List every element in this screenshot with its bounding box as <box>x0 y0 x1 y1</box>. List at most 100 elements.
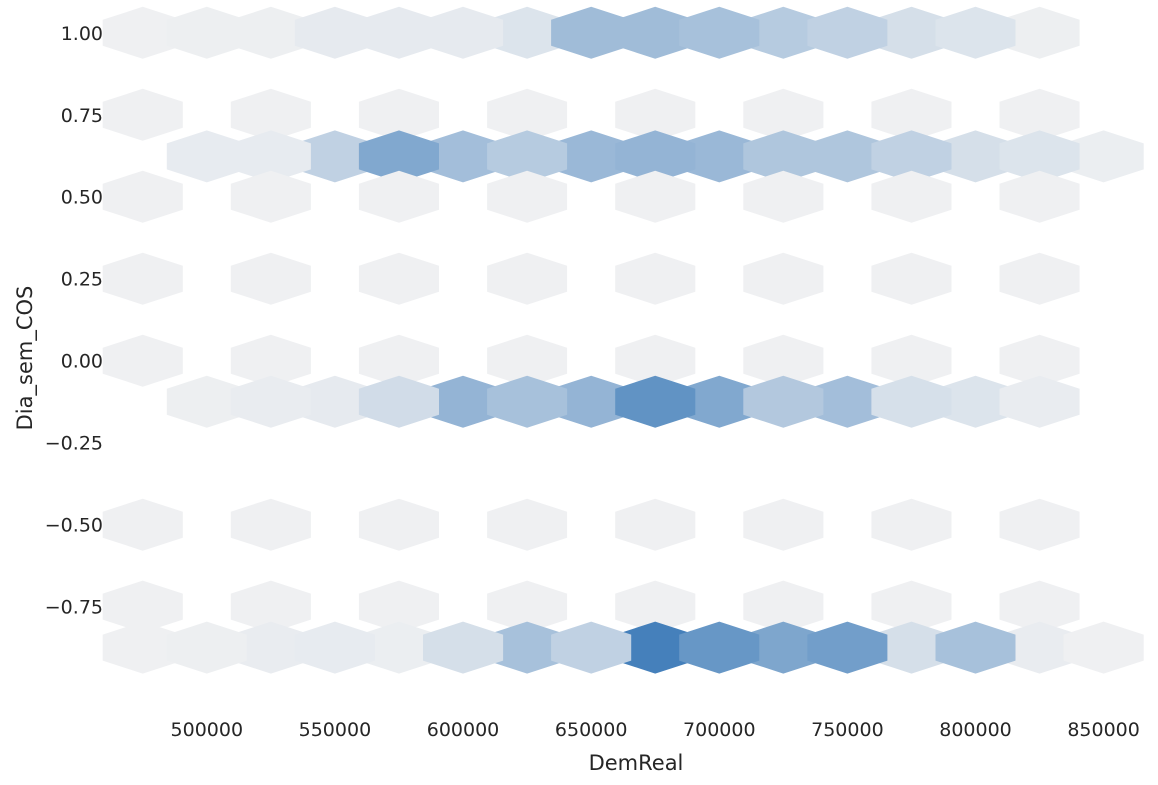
hexbin-cell <box>487 170 568 223</box>
hexbin-cell <box>230 621 311 674</box>
hexbin-cell <box>487 621 568 674</box>
hexbin-cell <box>230 6 311 59</box>
hexbin-cell <box>615 375 696 428</box>
hexbin-cell <box>871 621 952 674</box>
hexbin-cell <box>1063 130 1144 183</box>
hexbin-cell <box>743 252 824 305</box>
hexbin-cell <box>679 6 760 59</box>
y-tick-label: 0.75 <box>61 105 103 127</box>
hexbin-cell <box>487 252 568 305</box>
hexbin-cell <box>358 88 439 141</box>
hexbin-cell <box>615 580 696 633</box>
x-tick-label: 600000 <box>427 719 500 741</box>
hexbin-cell <box>935 375 1016 428</box>
x-axis-label: DemReal <box>589 751 684 775</box>
hexbin-cell <box>743 130 824 183</box>
hexbin-cell <box>871 130 952 183</box>
hexbin-cell <box>294 130 375 183</box>
hexbin-cell <box>102 6 183 59</box>
x-tick-label: 650000 <box>555 719 628 741</box>
hexbin-cell <box>871 580 952 633</box>
y-tick-label: −0.25 <box>45 433 103 455</box>
hexbin-cell <box>294 621 375 674</box>
hexbin-cell <box>166 621 247 674</box>
hexbin-cell <box>999 130 1080 183</box>
hexbin-cell <box>935 6 1016 59</box>
hexbin-cell <box>999 252 1080 305</box>
hexbin-cell <box>487 6 568 59</box>
hexbin-cell <box>358 580 439 633</box>
hexbin-cell <box>615 170 696 223</box>
hexbin-cell <box>358 498 439 551</box>
hexbin-cell <box>230 170 311 223</box>
hexbin-cell <box>230 130 311 183</box>
hexbin-cell <box>102 621 183 674</box>
hexbin-cell <box>615 498 696 551</box>
hexbin-cell <box>615 88 696 141</box>
hexbin-cell <box>230 334 311 387</box>
hexbin-cell <box>358 170 439 223</box>
hexbin-cell <box>999 375 1080 428</box>
x-tick-label: 550000 <box>299 719 372 741</box>
hexbin-cell <box>423 375 504 428</box>
x-tick-label: 700000 <box>683 719 756 741</box>
hexbin-cell <box>743 334 824 387</box>
hexbin-cell <box>358 252 439 305</box>
x-tick-label: 500000 <box>171 719 244 741</box>
x-tick-label: 850000 <box>1067 719 1140 741</box>
hexbin-cell <box>423 130 504 183</box>
hexbin-cell <box>230 88 311 141</box>
y-tick-label: 0.50 <box>61 187 103 209</box>
hexbin-cell <box>487 498 568 551</box>
hexbin-cell <box>743 6 824 59</box>
hexbin-cell <box>999 580 1080 633</box>
hexbin-cell <box>487 375 568 428</box>
hexbin-cell <box>487 130 568 183</box>
hexbin-cells <box>102 6 1144 674</box>
hexbin-cell <box>230 252 311 305</box>
hexbin-cell <box>743 375 824 428</box>
hexbin-cell <box>615 6 696 59</box>
hexbin-cell <box>487 334 568 387</box>
hexbin-cell <box>679 130 760 183</box>
hexbin-cell <box>615 621 696 674</box>
hexbin-cell <box>871 334 952 387</box>
hexbin-cell <box>743 621 824 674</box>
hexbin-cell <box>871 252 952 305</box>
hexbin-cell <box>230 580 311 633</box>
hexbin-cell <box>807 621 888 674</box>
hexbin-cell <box>551 621 632 674</box>
hexbin-cell <box>358 334 439 387</box>
hexbin-cell <box>166 375 247 428</box>
hexbin-cell <box>871 375 952 428</box>
hexbin-cell <box>166 130 247 183</box>
hexbin-cell <box>551 375 632 428</box>
y-tick-label: −0.50 <box>45 515 103 537</box>
hexbin-cell <box>102 88 183 141</box>
hexbin-cell <box>679 375 760 428</box>
x-axis-ticks: 500000 550000 600000 650000 700000 750000 8000… <box>171 719 1140 741</box>
hexbin-cell <box>102 580 183 633</box>
hexbin-cell <box>358 621 439 674</box>
y-tick-label: 1.00 <box>61 23 103 45</box>
y-axis-ticks: 1.00 0.75 0.50 0.25 0.00 −0.25 −0.50 −0.75 <box>45 23 103 619</box>
hexbin-cell <box>1063 621 1144 674</box>
hexbin-cell <box>935 130 1016 183</box>
hexbin-cell <box>230 498 311 551</box>
hexbin-cell <box>743 88 824 141</box>
hexbin-cell <box>807 130 888 183</box>
hexbin-cell <box>615 130 696 183</box>
hexbin-cell <box>551 130 632 183</box>
hexbin-cell <box>615 334 696 387</box>
hexbin-cell <box>999 498 1080 551</box>
hexbin-cell <box>166 6 247 59</box>
hexbin-cell <box>294 375 375 428</box>
y-tick-label: 0.25 <box>61 269 103 291</box>
y-axis-label: Dia_sem_COS <box>13 286 38 431</box>
hexbin-cell <box>871 6 952 59</box>
hexbin-cell <box>999 88 1080 141</box>
hexbin-cell <box>551 6 632 59</box>
hexbin-cell <box>487 580 568 633</box>
hexbin-cell <box>230 375 311 428</box>
